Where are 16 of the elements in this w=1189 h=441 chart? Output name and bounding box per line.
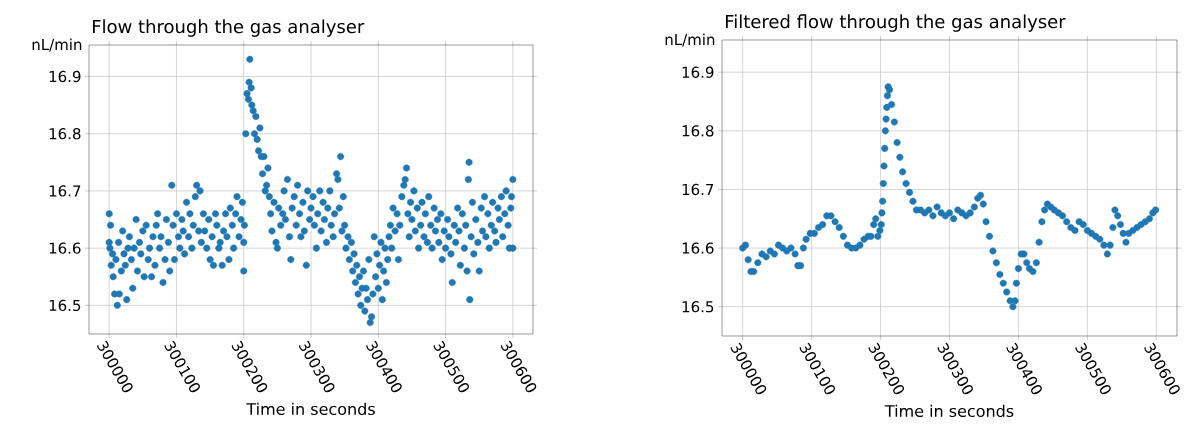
y-axis-title: nL/min [665,33,715,47]
y-tick-label: 16.8 [49,128,81,140]
y-tick-label: 16.7 [49,185,81,197]
y-tick-label: 16.5 [682,301,714,313]
y-tick-label: 16.5 [49,299,81,312]
y-axis-title: nL/min [32,38,82,52]
y-tick-label: 16.6 [49,242,81,254]
chart-title: Filtered flow through the gas analyser [725,14,1066,32]
y-tick-label: 16.8 [682,125,714,137]
y-tick-label: 16.9 [49,70,81,83]
y-tick-label: 16.6 [682,242,714,254]
y-tick-label: 16.9 [682,66,714,78]
chart-title: Flow through the gas analyser [92,19,365,37]
x-axis-title: Time in seconds [246,402,375,416]
y-tick-label: 16.7 [682,183,714,196]
x-axis-title: Time in seconds [884,404,1014,418]
